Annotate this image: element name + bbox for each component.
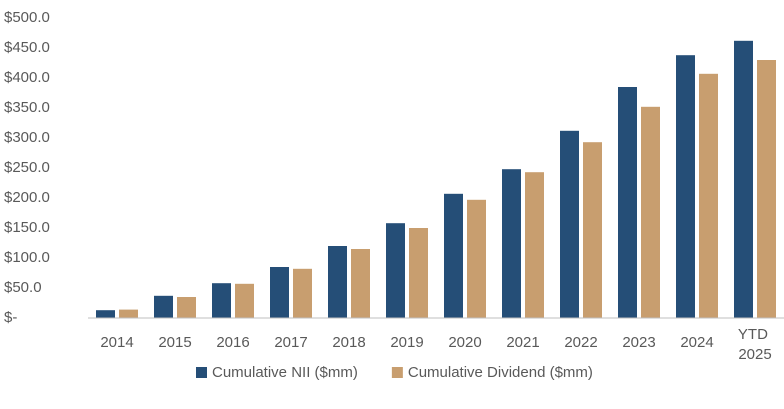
y-tick-label: $-	[4, 309, 17, 326]
bar	[583, 142, 602, 318]
bar	[119, 309, 138, 318]
bar	[351, 249, 370, 318]
legend-label: Cumulative Dividend ($mm)	[408, 364, 593, 381]
x-tick-label: 2017	[274, 334, 307, 351]
y-tick-label: $500.0	[4, 9, 50, 26]
y-tick-label: $50.0	[4, 279, 42, 296]
bar	[641, 106, 660, 318]
bar	[212, 283, 231, 318]
bar	[699, 73, 718, 318]
y-tick-label: $300.0	[4, 129, 50, 146]
x-tick-label: 2018	[332, 334, 365, 351]
x-tick-label: 2024	[680, 334, 713, 351]
bar	[502, 169, 521, 318]
bar	[270, 267, 289, 318]
y-tick-label: $250.0	[4, 159, 50, 176]
legend-label: Cumulative NII ($mm)	[212, 364, 358, 381]
bar	[734, 40, 753, 319]
bar	[235, 283, 254, 318]
bar	[676, 55, 695, 318]
bar	[618, 87, 637, 318]
bar	[177, 297, 196, 318]
y-tick-label: $350.0	[4, 99, 50, 116]
x-tick-label: 2023	[622, 334, 655, 351]
x-tick-label: 2020	[448, 334, 481, 351]
bar	[409, 228, 428, 318]
x-tick-label: 2022	[564, 334, 597, 351]
x-tick-label: YTD 2025	[738, 326, 772, 363]
y-tick-label: $400.0	[4, 69, 50, 86]
bar	[293, 268, 312, 318]
bar	[467, 199, 486, 318]
bar	[96, 310, 115, 318]
bar	[444, 193, 463, 318]
legend-swatch	[391, 367, 403, 378]
x-tick-label: 2016	[216, 334, 249, 351]
y-tick-label: $150.0	[4, 219, 50, 236]
x-tick-label: 2019	[390, 334, 423, 351]
bar	[757, 60, 776, 318]
y-tick-label: $100.0	[4, 249, 50, 266]
bar	[386, 223, 405, 318]
x-tick-label: 2014	[100, 334, 133, 351]
x-tick-label: 2015	[158, 334, 191, 351]
y-tick-label: $450.0	[4, 39, 50, 56]
bar	[154, 295, 173, 318]
bar	[525, 172, 544, 318]
bar	[560, 130, 579, 318]
y-tick-label: $200.0	[4, 189, 50, 206]
x-tick-label: 2021	[506, 334, 539, 351]
bar	[328, 246, 347, 318]
legend-swatch	[196, 367, 207, 378]
